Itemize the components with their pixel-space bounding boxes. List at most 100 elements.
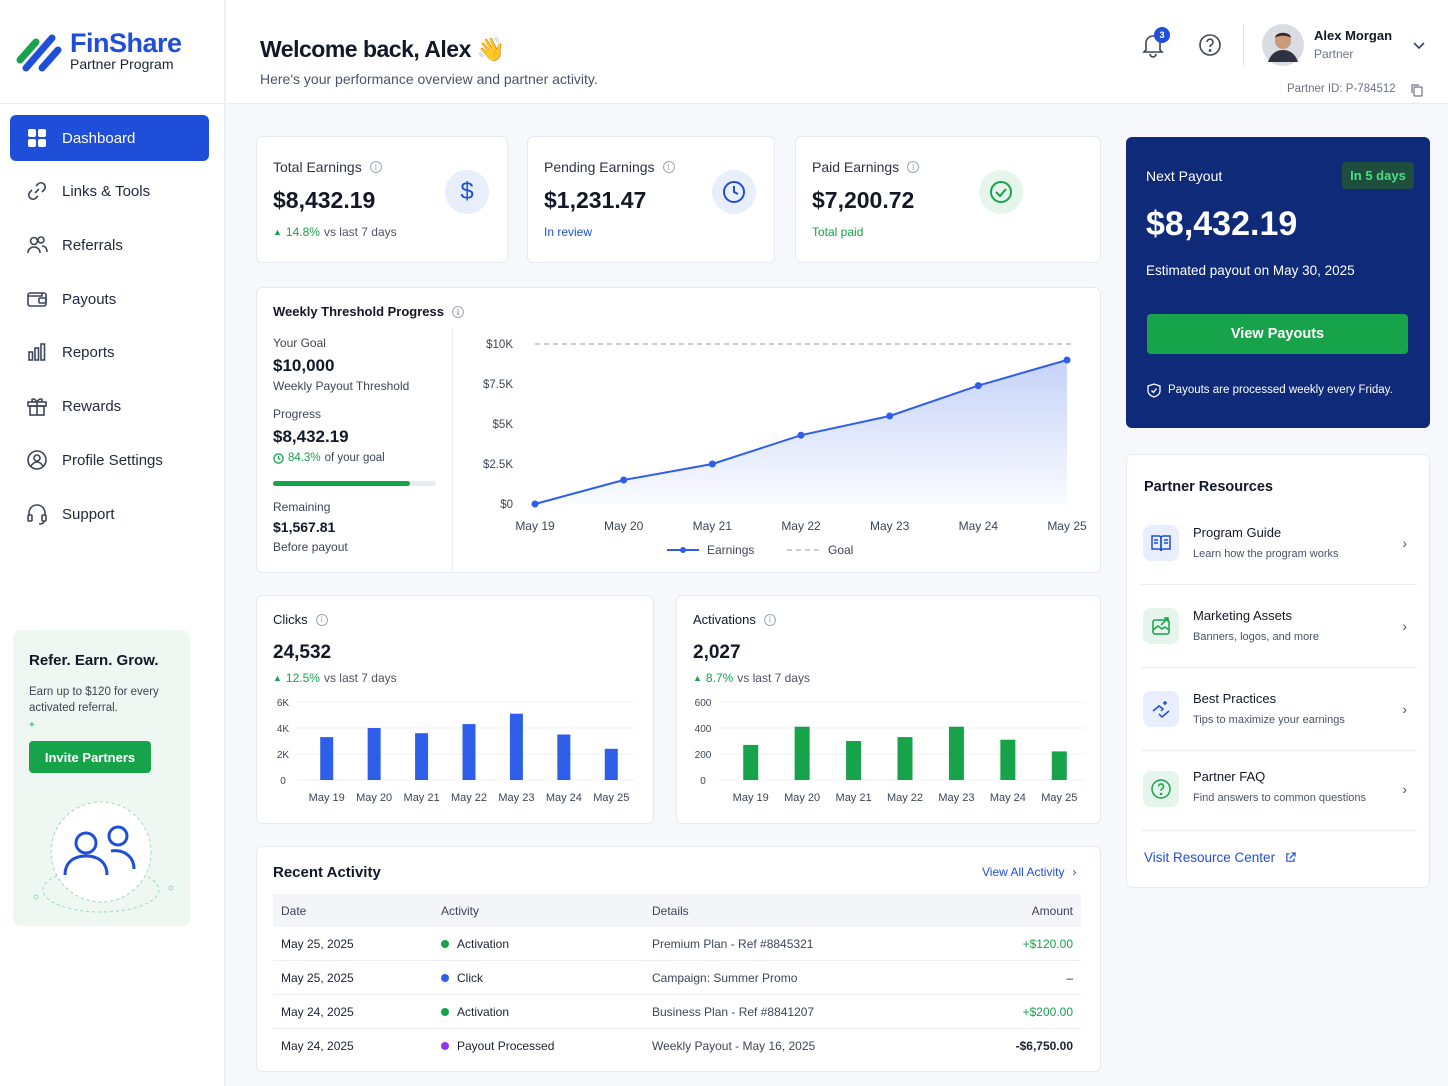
next-payout-card: Next Payout In 5 days $8,432.19 Estimate… <box>1126 137 1430 428</box>
bar <box>320 737 334 780</box>
invite-partners-button[interactable]: Invite Partners <box>29 741 151 773</box>
card-title: Recent Activity <box>273 864 381 881</box>
view-all-activity-link[interactable]: View All Activity › <box>982 865 1076 879</box>
info-icon[interactable]: i <box>763 613 776 626</box>
sidebar: FinShare Partner Program Dashboard Links… <box>0 0 225 1086</box>
goal-note: Weekly Payout Threshold <box>273 379 410 393</box>
nav-dashboard[interactable]: Dashboard <box>10 115 209 161</box>
table-row[interactable]: May 25, 2025 Click Campaign: Summer Prom… <box>273 961 1081 995</box>
clicks-value: 24,532 <box>273 642 332 663</box>
nav-label: Dashboard <box>62 129 136 147</box>
help-icon <box>1199 34 1221 56</box>
resource-marketing-assets[interactable]: Marketing Assets Banners, logos, and mor… <box>1141 586 1417 668</box>
stat-change-suffix: vs last 7 days <box>323 671 397 685</box>
nav-payouts[interactable]: Payouts <box>10 276 209 322</box>
visit-resource-center-link[interactable]: Visit Resource Center <box>1144 850 1296 865</box>
table-row[interactable]: May 24, 2025 Activation Business Plan - … <box>273 995 1081 1029</box>
question-icon <box>1143 771 1179 807</box>
stat-note: In review <box>544 225 593 239</box>
y-tick-label: 0 <box>700 776 706 787</box>
payout-amount: $8,432.19 <box>1146 205 1298 243</box>
table-row[interactable]: May 24, 2025 Payout Processed Weekly Pay… <box>273 1029 1081 1063</box>
goal-value: $10,000 <box>273 356 335 375</box>
welcome-subtitle: Here's your performance overview and par… <box>260 71 598 87</box>
earnings-point <box>886 412 894 420</box>
notification-badge: 3 <box>1154 27 1170 43</box>
copy-icon[interactable] <box>1411 84 1423 97</box>
table-row[interactable]: May 25, 2025 Activation Premium Plan - R… <box>273 927 1081 961</box>
nav-support[interactable]: Support <box>10 491 209 537</box>
x-tick-label: May 24 <box>546 792 582 804</box>
earnings-point <box>974 382 982 390</box>
chevron-right-icon: › <box>1402 535 1407 551</box>
progress-label: Progress <box>273 407 322 421</box>
resource-program-guide[interactable]: Program Guide Learn how the program work… <box>1141 503 1417 585</box>
earnings-line-chart: $0 $2.5K $5K $7.5K $10K May 19 May 20 May 21 May… <box>483 339 1087 557</box>
remaining-note: Before payout <box>273 540 348 554</box>
nav-referrals[interactable]: Referrals <box>10 222 209 268</box>
info-icon[interactable]: i <box>369 161 382 173</box>
x-tick-label: May 23 <box>870 519 910 533</box>
goal-label: Your Goal <box>273 336 326 350</box>
resource-partner-faq[interactable]: Partner FAQ Find answers to common quest… <box>1141 749 1417 831</box>
info-icon[interactable]: i <box>315 613 328 626</box>
nav-links-tools[interactable]: Links & Tools <box>10 168 209 214</box>
cell-date: May 24, 2025 <box>281 1004 354 1019</box>
resource-best-practices[interactable]: Best Practices Tips to maximize your ear… <box>1141 669 1417 751</box>
x-tick-label: May 24 <box>959 519 999 533</box>
panel-divider <box>452 328 453 572</box>
y-tick-label: 600 <box>695 698 712 709</box>
column-header: Details <box>652 903 689 918</box>
card-title: Activations <box>693 612 756 627</box>
info-icon[interactable]: i <box>452 305 464 318</box>
bar <box>743 744 759 780</box>
partners-illustration-icon <box>33 801 174 913</box>
hand-sparkle-icon <box>1143 691 1179 727</box>
column-header: Activity <box>441 903 480 918</box>
x-tick-label: May 19 <box>733 792 769 804</box>
card-title: Partner Resources <box>1144 479 1273 495</box>
weekly-threshold-card: Weekly Threshold Progress i Your Goal $10… <box>256 287 1101 573</box>
x-tick-label: May 22 <box>451 792 487 804</box>
stat-change: 14.8% <box>285 225 320 239</box>
bar <box>846 741 862 780</box>
nav-reports[interactable]: Reports <box>10 329 209 375</box>
stat-value: $8,432.19 <box>273 187 376 213</box>
earnings-point <box>797 431 805 439</box>
resource-title: Partner FAQ <box>1193 769 1266 784</box>
info-icon[interactable]: i <box>907 161 920 173</box>
card-title: Weekly Threshold Progress <box>273 304 444 319</box>
table-header: Date Activity Details Amount <box>273 894 1081 927</box>
nav-label: Payouts <box>62 290 117 308</box>
notifications-button[interactable]: 3 <box>1140 27 1170 60</box>
card-title: Clicks <box>273 612 308 627</box>
stat-value: $1,231.47 <box>544 187 647 213</box>
cell-activity: Payout Processed <box>457 1039 555 1053</box>
finshare-logo-icon <box>16 34 62 72</box>
chevron-down-icon <box>1413 42 1425 50</box>
brand-logo[interactable]: FinShare Partner Program <box>16 28 216 78</box>
view-all-label: View All Activity <box>982 865 1065 879</box>
progress-bar <box>273 481 436 486</box>
payout-note: Payouts are processed weekly every Frida… <box>1168 384 1393 396</box>
nav-rewards[interactable]: Rewards <box>10 383 209 429</box>
progress-percent-value: 84.3% <box>288 452 321 464</box>
x-tick-label: May 23 <box>498 792 534 804</box>
nav-profile-settings[interactable]: Profile Settings <box>10 437 209 483</box>
view-payouts-button[interactable]: View Payouts <box>1147 314 1408 354</box>
help-button[interactable] <box>1198 33 1222 57</box>
progress-value: $8,432.19 <box>273 427 349 446</box>
progress-bar-fill <box>273 481 411 486</box>
cell-activity: Activation <box>457 936 510 951</box>
bar <box>897 737 913 780</box>
nav-label: Links & Tools <box>62 182 151 200</box>
x-tick-label: May 19 <box>515 519 555 533</box>
cell-details: Weekly Payout - May 16, 2025 <box>652 1039 816 1053</box>
user-menu[interactable]: Alex Morgan Partner <box>1262 24 1432 68</box>
legend-label: Goal <box>828 543 853 557</box>
resource-subtitle: Learn how the program works <box>1193 548 1339 560</box>
info-icon[interactable]: i <box>662 161 675 173</box>
x-tick-label: May 21 <box>836 792 872 804</box>
nav-label: Reports <box>62 343 115 361</box>
earnings-area <box>535 360 1067 504</box>
